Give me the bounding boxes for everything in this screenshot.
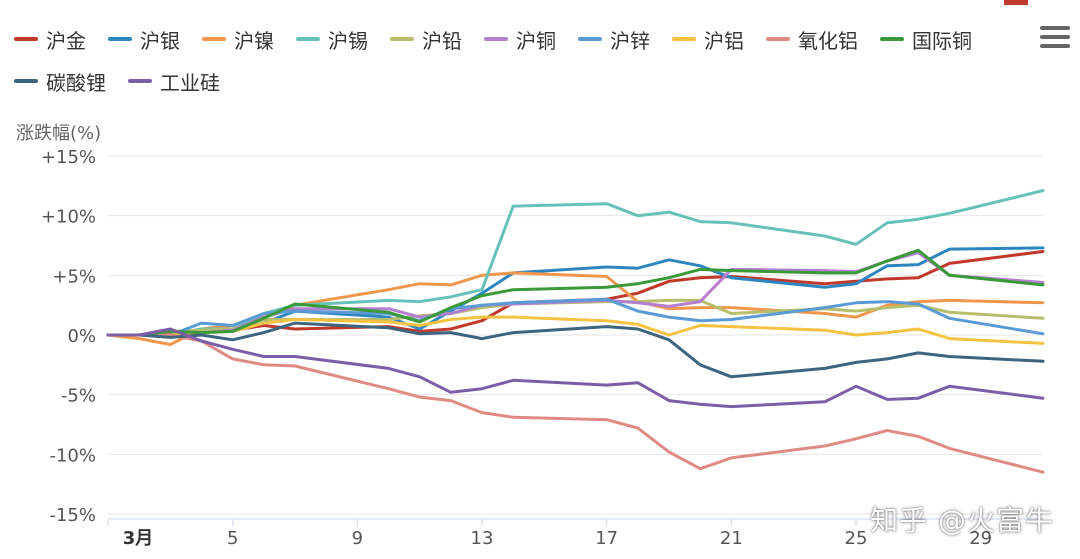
series-line-沪锡 (106, 189, 1045, 337)
y-tick-label: -10% (49, 445, 96, 466)
legend-item[interactable]: 沪铜 (484, 25, 556, 54)
legend-label: 氧化铝 (798, 28, 858, 53)
y-tick-label: +10% (41, 207, 96, 228)
legend-item[interactable]: 氧化铝 (766, 25, 858, 54)
legend-item[interactable]: 沪锡 (296, 25, 368, 54)
legend-swatch (128, 79, 152, 83)
legend-label: 沪锌 (610, 28, 650, 53)
series-line-沪锌 (106, 297, 1045, 337)
y-axis-label: 涨跌幅(%) (16, 123, 101, 144)
series-line-碳酸锂 (106, 321, 1045, 379)
y-tick-label: +15% (41, 147, 96, 168)
hamburger-menu-icon[interactable] (1040, 26, 1070, 52)
x-tick-label: 13 (471, 528, 494, 549)
legend-label: 沪锡 (328, 28, 368, 53)
legend-swatch (108, 37, 132, 41)
legend-item[interactable]: 沪锌 (578, 25, 650, 54)
watermark-text: 知乎 @火富牛 (870, 504, 1054, 537)
y-tick-label: -5% (61, 386, 96, 407)
y-tick-label: +5% (52, 266, 96, 287)
legend-swatch (14, 37, 38, 41)
legend-swatch (880, 37, 904, 41)
legend-swatch (390, 37, 414, 41)
x-tick-label: 9 (352, 528, 363, 549)
legend-label: 国际铜 (912, 28, 972, 53)
legend-swatch (296, 37, 320, 41)
legend-label: 沪铝 (704, 28, 744, 53)
legend-item[interactable]: 沪铅 (390, 25, 462, 54)
legend-label: 沪镍 (234, 28, 274, 53)
legend-swatch (202, 37, 226, 41)
legend-swatch (14, 79, 38, 83)
series-line-氧化铝 (106, 333, 1045, 474)
series-line-国际铜 (106, 248, 1045, 337)
y-tick-label: 0% (67, 326, 96, 347)
legend-swatch (672, 37, 696, 41)
legend-row: 碳酸锂 工业硅 (14, 60, 1004, 102)
x-tick-label: 3月 (123, 528, 154, 549)
legend-label: 碳酸锂 (46, 70, 106, 95)
legend-swatch (484, 37, 508, 41)
chart-legend: 沪金 沪银 沪镍 沪锡 沪铅 沪铜 沪锌 沪铝 氧化铝 国际铜碳酸锂 工业硅 (14, 18, 1004, 102)
legend-item[interactable]: 碳酸锂 (14, 67, 106, 96)
series-line-沪镍 (106, 271, 1045, 346)
corner-accent-mark (1004, 0, 1028, 5)
legend-label: 沪铅 (422, 28, 462, 53)
series-line-工业硅 (106, 327, 1045, 409)
legend-item[interactable]: 沪金 (14, 25, 86, 54)
x-tick-label: 5 (227, 528, 238, 549)
legend-row: 沪金 沪银 沪镍 沪锡 沪铅 沪铜 沪锌 沪铝 氧化铝 国际铜 (14, 18, 1004, 60)
x-tick-label: 25 (845, 528, 868, 549)
legend-item[interactable]: 沪银 (108, 25, 180, 54)
x-tick-label: 29 (969, 528, 992, 549)
legend-label: 沪金 (46, 28, 86, 53)
legend-item[interactable]: 沪镍 (202, 25, 274, 54)
legend-item[interactable]: 沪铝 (672, 25, 744, 54)
legend-item[interactable]: 工业硅 (128, 67, 220, 96)
legend-swatch (578, 37, 602, 41)
y-tick-label: -15% (49, 505, 96, 526)
legend-label: 沪银 (140, 28, 180, 53)
x-tick-label: 17 (595, 528, 618, 549)
x-tick-label: 21 (720, 528, 743, 549)
legend-label: 工业硅 (160, 70, 220, 95)
legend-item[interactable]: 国际铜 (880, 25, 972, 54)
legend-label: 沪铜 (516, 28, 556, 53)
legend-swatch (766, 37, 790, 41)
